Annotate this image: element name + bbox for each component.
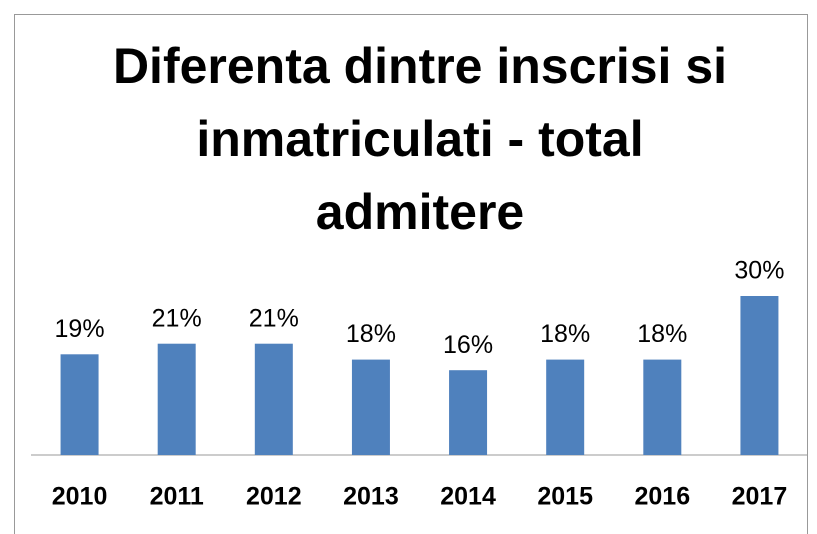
x-tick-label: 2012 — [246, 483, 302, 511]
bar — [643, 359, 682, 455]
bar — [740, 296, 779, 455]
data-label: 18% — [346, 320, 396, 348]
chart: 2010 19% 2011 21% 2012 21% 2013 18% 2014 16% 2015 1… — [31, 257, 808, 511]
x-tick-label: 2014 — [440, 483, 496, 511]
bar — [546, 359, 585, 455]
x-tick-label: 2011 — [150, 483, 204, 511]
chart-frame — [14, 14, 808, 534]
data-label: 30% — [734, 257, 784, 285]
data-label: 19% — [55, 315, 105, 343]
bar — [60, 354, 99, 455]
x-tick-label: 2016 — [635, 483, 691, 511]
data-label: 21% — [249, 304, 299, 332]
x-tick-label: 2017 — [732, 483, 788, 511]
bar — [351, 359, 390, 455]
bar — [254, 343, 293, 455]
data-label: 18% — [540, 320, 590, 348]
data-label: 18% — [637, 320, 687, 348]
data-label: 21% — [152, 304, 202, 332]
page: {"chart_data": {"type": "bar", "title": … — [14, 14, 808, 534]
bar — [449, 370, 488, 455]
x-tick-label: 2015 — [537, 483, 593, 511]
x-tick-label: 2013 — [343, 483, 399, 511]
data-label: 16% — [443, 331, 493, 359]
x-tick-label: 2010 — [52, 483, 108, 511]
chart-title: Diferenta dintre inscrisi si inmatricula… — [112, 38, 728, 240]
bar — [157, 343, 196, 455]
